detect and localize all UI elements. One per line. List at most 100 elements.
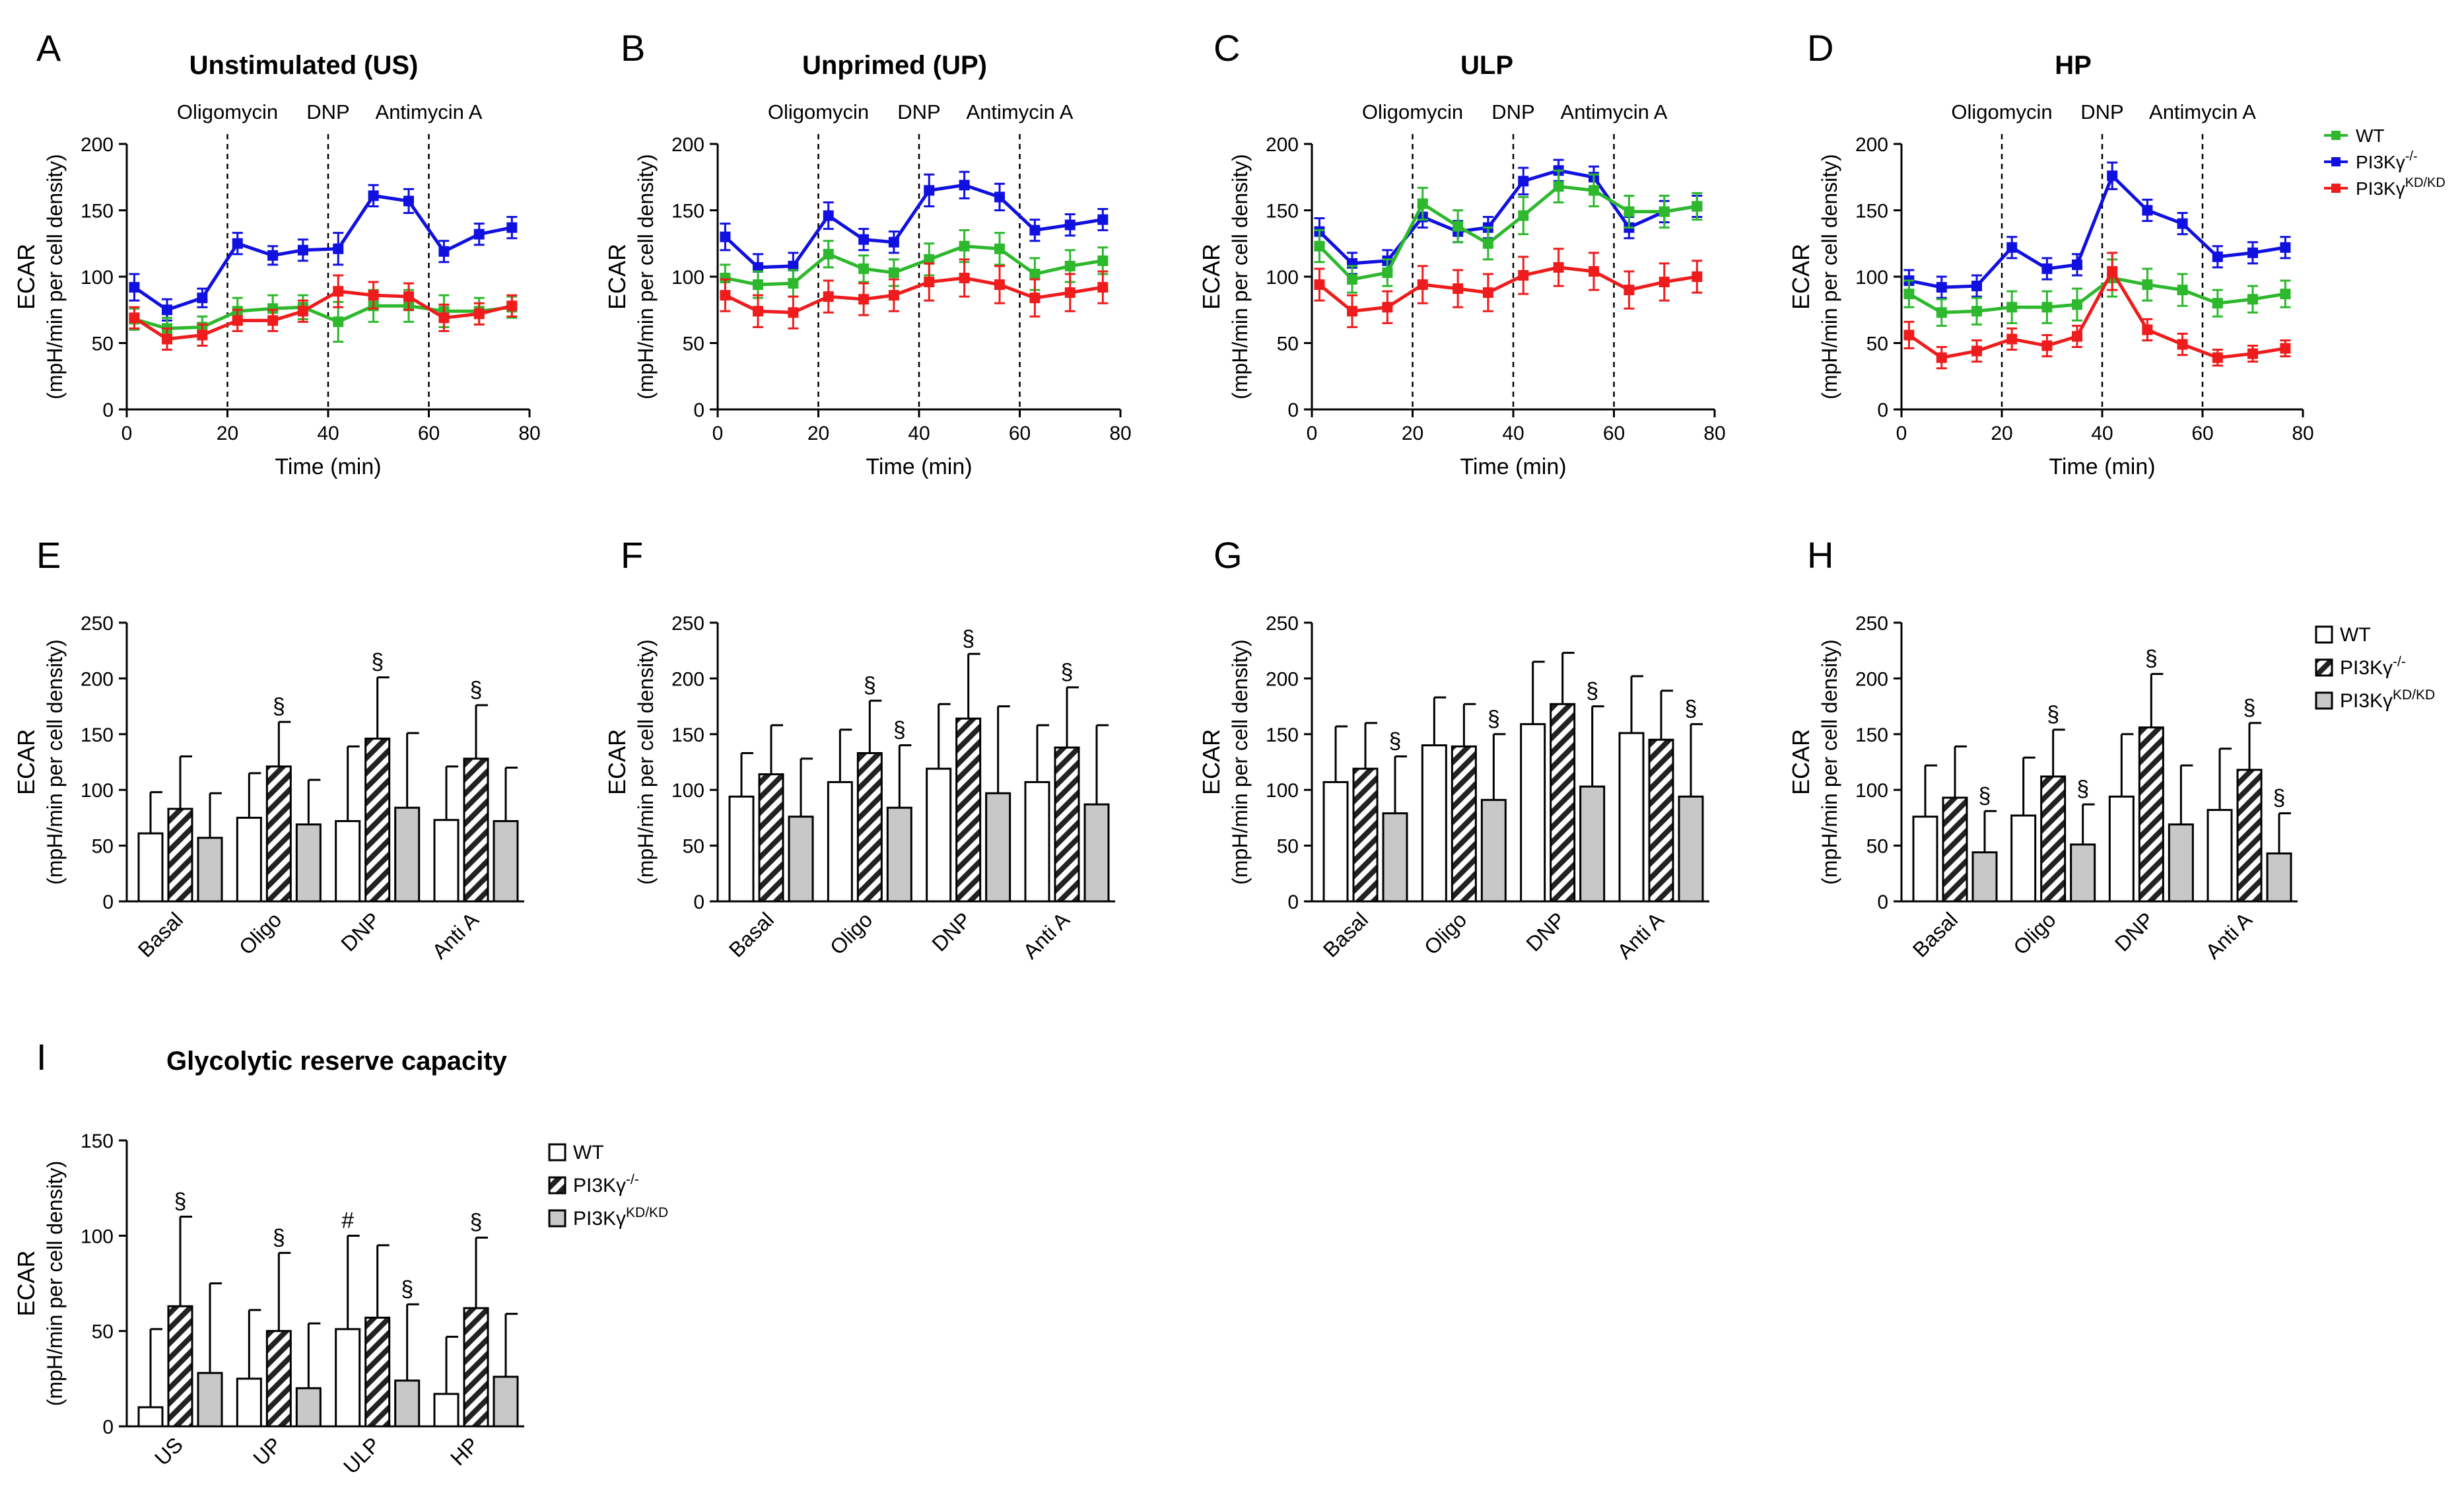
y-axis-subtitle: (mpH/min per cell density) — [1818, 154, 1841, 400]
data-point-wt — [1624, 206, 1635, 217]
data-point-wt — [267, 303, 279, 314]
data-point-wt — [924, 254, 935, 265]
bar-ko — [2138, 726, 2164, 903]
significance-mark: § — [2273, 786, 2286, 811]
data-point-ko — [720, 231, 731, 242]
series-line-ko — [133, 193, 512, 312]
y-tick-label: 150 — [81, 1130, 114, 1152]
y-axis-subtitle: (mpH/min per cell density) — [43, 1161, 67, 1407]
x-tick-label: 80 — [1109, 423, 1131, 444]
legend-sup: KD/KD — [2405, 176, 2446, 190]
bar-wt — [2010, 814, 2037, 903]
data-point-kd — [1482, 287, 1493, 298]
series-line-wt — [1908, 276, 2286, 314]
y-axis-title: ECAR — [1787, 729, 1814, 795]
data-point-ko — [2280, 242, 2291, 253]
x-axis-title: Time (min) — [2049, 454, 2155, 479]
bar-wt — [1421, 744, 1447, 903]
x-tick-label: 60 — [418, 423, 440, 444]
significance-mark: § — [962, 626, 975, 651]
data-point-ko — [753, 261, 763, 273]
data-point-wt — [2177, 285, 2188, 296]
y-axis-title: ECAR — [603, 244, 631, 310]
bar-wt — [1520, 723, 1546, 903]
legend-marker-wt — [2331, 131, 2341, 140]
panel-title: Unstimulated (US) — [189, 51, 419, 80]
y-tick-label: 100 — [1266, 267, 1299, 289]
bar-kd — [788, 816, 814, 903]
y-tick-label: 200 — [1266, 668, 1299, 690]
data-point-kd — [438, 312, 450, 324]
x-tick-label: 60 — [2191, 423, 2213, 444]
bar-ko — [463, 1307, 489, 1428]
bar-wt — [827, 781, 853, 903]
y-tick-label: 150 — [1855, 201, 1888, 223]
data-point-wt — [1453, 221, 1464, 232]
y-axis-subtitle: (mpH/min per cell density) — [1228, 154, 1252, 400]
data-point-ko — [473, 228, 485, 240]
data-point-wt — [1971, 306, 1982, 317]
bar-wt — [2108, 795, 2135, 903]
y-tick-label: 100 — [1266, 780, 1299, 802]
data-point-ko — [267, 250, 279, 261]
bar-ko — [364, 1316, 391, 1428]
y-axis-subtitle: (mpH/min per cell density) — [634, 154, 658, 400]
panel-letter: I — [36, 1036, 47, 1078]
data-point-kd — [2247, 348, 2258, 359]
data-point-wt — [2072, 299, 2082, 310]
data-point-wt — [1903, 289, 1915, 300]
category-label: DNP — [336, 907, 384, 956]
data-point-wt — [823, 248, 834, 260]
y-axis-title: ECAR — [603, 729, 631, 795]
data-point-kd — [994, 279, 1005, 291]
significance-mark: § — [470, 678, 483, 703]
y-tick-label: 150 — [1266, 201, 1299, 223]
y-tick-label: 0 — [102, 891, 114, 913]
bar-wt — [728, 795, 755, 903]
y-tick-label: 250 — [81, 613, 114, 635]
data-point-kd — [1589, 265, 1599, 277]
data-point-kd — [1097, 282, 1109, 293]
data-point-wt — [753, 279, 763, 291]
bar-ko — [463, 757, 489, 903]
y-tick-label: 50 — [1277, 333, 1299, 355]
data-point-ko — [888, 236, 899, 248]
data-point-ko — [2041, 263, 2053, 274]
bar-ko — [1550, 703, 1576, 903]
data-point-kd — [2006, 333, 2018, 345]
significance-mark: § — [2047, 702, 2059, 727]
x-tick-label: 40 — [1502, 423, 1524, 444]
y-tick-label: 150 — [671, 201, 704, 223]
data-point-wt — [858, 263, 870, 274]
category-label: Anti A — [427, 907, 483, 963]
data-point-kd — [2142, 324, 2153, 335]
series-line-wt — [724, 244, 1103, 287]
data-point-kd — [924, 277, 935, 288]
significance-mark: § — [174, 1189, 187, 1214]
data-point-kd — [1314, 279, 1325, 291]
category-label: DNP — [927, 907, 975, 956]
data-point-wt — [2280, 289, 2291, 300]
data-point-ko — [2142, 205, 2153, 216]
data-point-ko — [1064, 219, 1076, 230]
data-point-wt — [2212, 298, 2223, 309]
bar-ko — [758, 773, 784, 903]
category-label: ULP — [339, 1432, 384, 1478]
injection-label: Oligomycin — [1362, 100, 1463, 123]
bar-wt — [335, 1328, 361, 1428]
injection-label: Antimycin A — [2149, 100, 2256, 123]
series-line-ko — [1908, 172, 2286, 289]
bar-legend-bottom-label-wt: WT — [573, 1142, 604, 1164]
data-point-ko — [788, 260, 799, 271]
significance-mark: § — [1685, 697, 1697, 722]
data-point-wt — [1692, 201, 1703, 212]
data-point-ko — [1097, 214, 1109, 225]
data-point-ko — [403, 195, 414, 207]
injection-label: DNP — [897, 100, 940, 123]
panel-letter: H — [1807, 534, 1833, 576]
panel-letter: B — [621, 27, 645, 69]
bar-kd — [886, 806, 912, 903]
y-tick-label: 100 — [81, 1226, 114, 1247]
significance-mark: § — [273, 694, 285, 719]
bar-wt — [137, 832, 164, 903]
